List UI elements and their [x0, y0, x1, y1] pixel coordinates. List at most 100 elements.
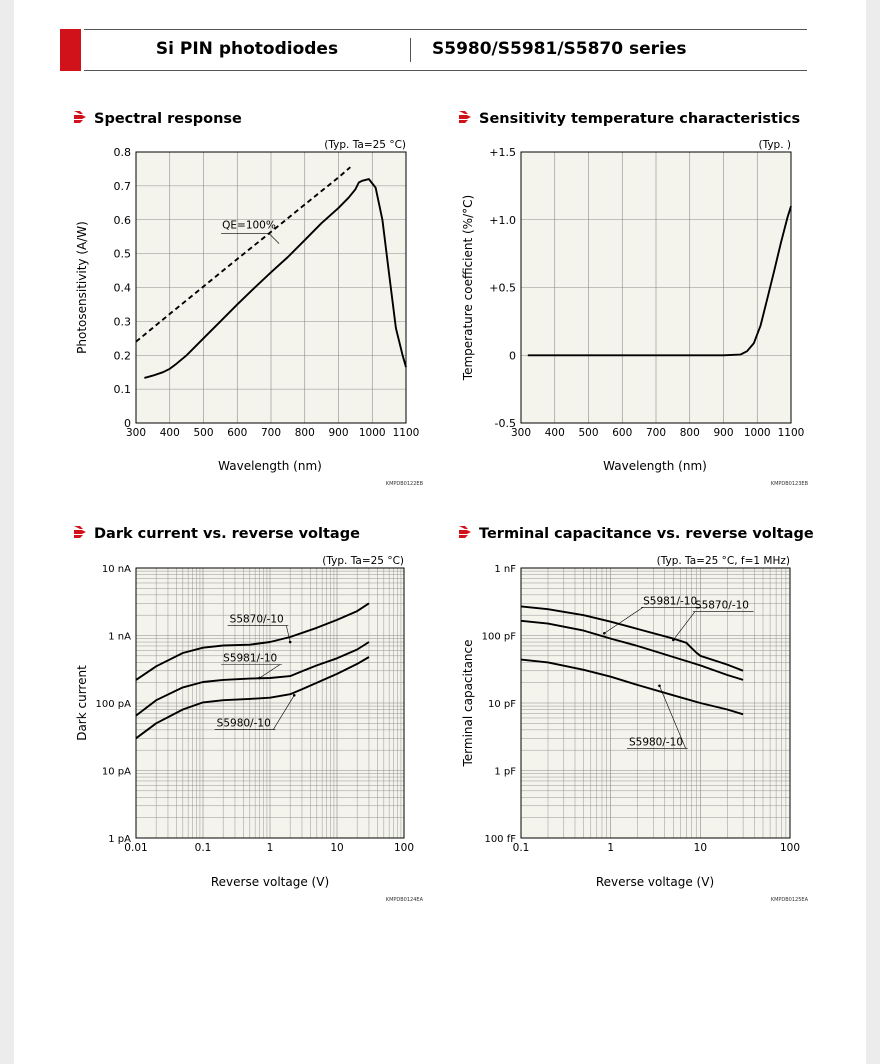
x-tick-label: 0.1 — [195, 842, 212, 854]
section-title-text: Terminal capacitance vs. reverse voltage — [479, 526, 814, 542]
series-annotation: S5980/-10 — [217, 717, 271, 729]
y-tick-label: 1 pA — [108, 834, 131, 845]
y-tick-label: 1 nF — [494, 564, 516, 575]
x-tick-label: 10 — [694, 842, 707, 854]
x-axis-label: Wavelength (nm) — [218, 459, 322, 473]
series-title: S5980/S5981/S5870 series — [432, 39, 687, 59]
section-title-text: Sensitivity temperature characteristics — [479, 111, 801, 127]
x-tick-label: 1 — [607, 842, 614, 854]
section-marker-icon — [74, 111, 86, 123]
series-line-s587010 — [520, 605, 744, 672]
x-tick-label: 100 — [394, 842, 414, 854]
series-line-solid — [144, 178, 407, 379]
x-tick-label: 0.1 — [513, 842, 530, 854]
product-type-title: Si PIN photodiodes — [155, 39, 339, 59]
y-tick-label: +0.5 — [489, 282, 516, 295]
x-tick-label: 300 — [126, 427, 146, 439]
x-axis-label: Reverse voltage (V) — [596, 875, 714, 889]
section-marker-icon — [459, 526, 471, 538]
annotation-leader — [268, 233, 280, 244]
y-tick-label: 0.2 — [114, 349, 132, 362]
annotation-leader-tip — [292, 694, 296, 697]
x-tick-label: 700 — [646, 427, 666, 439]
annotation-leader — [659, 685, 686, 749]
y-tick-label: 0.1 — [114, 383, 132, 396]
series-annotation: S5870/-10 — [230, 614, 284, 626]
annotation-leader — [673, 611, 696, 641]
section-title-spectral: Spectral response — [74, 110, 242, 128]
x-tick-label: 500 — [193, 427, 213, 439]
y-tick-label: 1 nA — [108, 632, 131, 643]
x-axis-label: Wavelength (nm) — [603, 459, 707, 473]
x-tick-label: 0.01 — [124, 842, 147, 854]
y-tick-label: 1 pF — [494, 767, 516, 778]
series-annotation: S5981/-10 — [223, 653, 277, 665]
y-tick-label: 0.7 — [114, 180, 132, 193]
series-line-s598110 — [520, 619, 744, 681]
x-tick-label: 600 — [612, 427, 632, 439]
y-axis-label: Temperature coefficient (%/°C) — [461, 195, 475, 381]
x-tick-label: 400 — [545, 427, 565, 439]
series-line-solid — [527, 205, 792, 357]
plot-frame — [520, 567, 791, 839]
y-tick-label: 0.5 — [114, 248, 132, 261]
plot-frame — [135, 567, 405, 839]
y-tick-label: 0.6 — [114, 214, 132, 227]
y-tick-label: 100 fF — [484, 834, 516, 845]
x-tick-label: 800 — [295, 427, 315, 439]
annotation-leader — [273, 695, 295, 730]
x-tick-label: 300 — [511, 427, 531, 439]
y-tick-label: 0.4 — [114, 282, 132, 295]
y-axis-label: Terminal capacitance — [461, 639, 475, 767]
figure-code: KMPDB0123EB — [771, 481, 809, 487]
annotation-leader — [604, 607, 644, 634]
chart-spectral: 300 400 500 600 700 800 900 1000 1100 0 0.1 0.2 0.3 0… — [75, 139, 424, 487]
x-tick-label: 900 — [713, 427, 733, 439]
section-title-text: Dark current vs. reverse voltage — [94, 526, 360, 542]
annotation-leader — [286, 625, 291, 643]
series-annotation: S5870/-10 — [695, 600, 749, 612]
brand-color-bar — [60, 29, 81, 71]
section-title-cap: Terminal capacitance vs. reverse voltage — [459, 525, 814, 543]
section-marker-icon — [459, 111, 471, 123]
section-title-text: Spectral response — [94, 111, 242, 127]
header-rule-top — [84, 29, 807, 30]
figure-code: KMPDB0122EB — [386, 481, 424, 487]
y-tick-label: 0 — [124, 417, 131, 430]
y-tick-label: 0 — [509, 349, 516, 362]
series-annotation: S5980/-10 — [629, 736, 683, 748]
chart-dark: 0.01 0.1 1 10 100 1 pA 10 pA 100 pA 1 nA 10 nA Rev… — [75, 555, 424, 903]
x-tick-label: 1000 — [744, 427, 771, 439]
header-rule-bottom — [84, 70, 807, 71]
y-tick-label: +1.0 — [489, 214, 516, 227]
x-tick-label: 1000 — [359, 427, 386, 439]
chart-condition-note: (Typ. Ta=25 °C) — [324, 139, 406, 151]
annotation-leader-tip — [288, 640, 292, 644]
y-tick-label: +1.5 — [489, 146, 516, 159]
y-axis-label: Photosensitivity (A/W) — [75, 221, 89, 354]
y-tick-label: 10 pF — [488, 699, 516, 710]
y-tick-label: 0.8 — [114, 146, 132, 159]
y-tick-label: 100 pA — [96, 699, 132, 710]
x-tick-label: 100 — [780, 842, 800, 854]
section-marker-icon — [74, 526, 86, 538]
plot-frame — [135, 151, 407, 424]
x-tick-label: 800 — [680, 427, 700, 439]
figure-code: KMPDB0124EA — [386, 897, 424, 903]
y-axis-label: Dark current — [75, 665, 89, 741]
x-tick-label: 400 — [160, 427, 180, 439]
x-tick-label: 900 — [328, 427, 348, 439]
chart-cap: 0.1 1 10 100 100 fF 1 pF 10 pF 100 pF 1 nF Revers… — [461, 555, 809, 903]
x-tick-label: 1 — [267, 842, 274, 854]
series-annotation: S5981/-10 — [643, 595, 697, 607]
chart-condition-note: (Typ. Ta=25 °C, f=1 MHz) — [657, 555, 790, 567]
y-tick-label: 10 pA — [102, 767, 131, 778]
y-tick-label: 10 nA — [102, 564, 131, 575]
section-title-temp: Sensitivity temperature characteristics — [459, 110, 800, 128]
qe-annotation: QE=100% — [222, 220, 276, 232]
y-tick-label: 100 pF — [482, 632, 517, 643]
y-tick-label: 0.3 — [114, 315, 132, 328]
x-tick-label: 1100 — [778, 427, 805, 439]
chart-temp: 300 400 500 600 700 800 900 1000 1100 -0.5 0 +0.5 +1… — [461, 139, 809, 487]
